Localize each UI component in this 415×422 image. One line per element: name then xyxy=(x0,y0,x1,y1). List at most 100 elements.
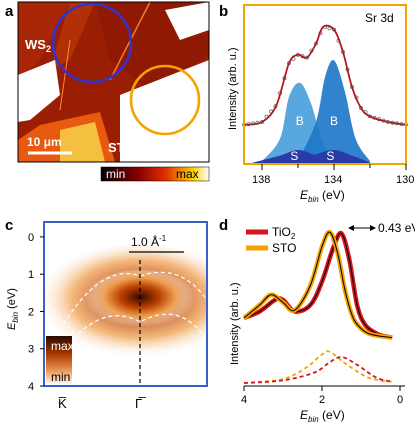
colorbar-a-max: max xyxy=(176,167,199,181)
b-data-point xyxy=(282,76,287,81)
b-ylabel: Intensity (arb. u.) xyxy=(227,47,239,130)
b-data-point xyxy=(260,120,264,124)
d-bg-sto xyxy=(243,350,393,384)
panel-a: a WS2 STO 10 μm min max xyxy=(5,1,210,182)
b-data-point xyxy=(390,120,395,125)
b-peak-s-low xyxy=(289,149,370,164)
b-data-point xyxy=(350,85,354,89)
b-data-point xyxy=(255,120,260,125)
arpes-map xyxy=(44,222,207,386)
shift-arrow-head xyxy=(348,225,354,231)
ws2-label: WS2 xyxy=(25,37,51,54)
band-dispersion xyxy=(59,313,207,356)
sto-label: STO xyxy=(108,140,135,155)
b-data-point xyxy=(278,91,282,96)
b-peak-b-low xyxy=(298,60,370,164)
c-yticks: 0 1 2 3 4 xyxy=(28,232,44,393)
b-data-point xyxy=(372,115,377,120)
shift-label: 0.43 eV xyxy=(378,221,415,235)
c-ytick-label: 3 xyxy=(28,344,34,356)
b-data-point xyxy=(381,118,386,123)
b-peak-label: S xyxy=(326,149,334,163)
panel-d: d Intensity (arb. u.) 4 2 0 Ebin (eV) TiO2… xyxy=(219,217,415,422)
d-xtick-label: 0 xyxy=(397,394,403,406)
b-data-point xyxy=(386,120,390,124)
scale-bar-label: 10 μm xyxy=(27,135,62,149)
b-peak-label: S xyxy=(290,149,298,163)
b-xlabel: Ebin (eV) xyxy=(300,188,345,204)
legend-label-sto: STO xyxy=(272,241,296,255)
band-dispersion xyxy=(59,271,207,331)
k-scale-label: 1.0 Å-1 xyxy=(131,234,167,249)
crack-line xyxy=(59,39,71,111)
b-title: Sr 3d xyxy=(365,11,394,25)
d-xticks: 4 2 0 xyxy=(241,386,403,406)
b-data-point xyxy=(354,95,359,100)
c-ytick-label: 0 xyxy=(28,232,34,244)
panel-letter-a: a xyxy=(5,3,14,20)
d-line-sto-fit xyxy=(243,231,393,338)
b-data-point xyxy=(296,52,300,57)
b-data-point xyxy=(363,110,368,115)
b-data-point xyxy=(341,50,345,54)
b-peak-label: B xyxy=(296,114,304,128)
b-data-point xyxy=(332,27,336,32)
b-data-point xyxy=(314,41,318,46)
b-xtick-label: 130 xyxy=(396,174,414,186)
sto-region-circle xyxy=(129,64,201,136)
d-xlabel: Ebin (eV) xyxy=(300,408,345,422)
panel-c-frame xyxy=(43,221,208,387)
colorbar-c-max: max xyxy=(51,339,74,353)
b-plot-area: B B S S xyxy=(242,24,408,164)
b-data-point xyxy=(327,26,332,31)
b-xtick-label: 138 xyxy=(252,174,270,186)
b-data-point xyxy=(377,117,381,122)
b-peak-label: B xyxy=(330,114,338,128)
panel-b: b Intensity (arb. u.) B B S S Sr 3d 138 134 1… xyxy=(219,3,414,204)
c-ytick-label: 2 xyxy=(28,306,34,318)
panel-letter-b: b xyxy=(219,3,228,20)
d-ylabel: Intensity (arb. u.) xyxy=(229,282,241,365)
legend-label-tio2: TiO2 xyxy=(272,225,296,241)
d-xtick-label: 2 xyxy=(319,394,325,406)
d-legend: TiO2 STO xyxy=(246,225,296,255)
shift-arrow-head xyxy=(370,225,376,231)
b-data-point xyxy=(251,121,255,126)
gamma-bar-label: Γ̅ xyxy=(135,396,146,411)
b-data-point xyxy=(246,122,251,127)
colorbar-c xyxy=(46,336,72,384)
b-data-point xyxy=(309,48,314,53)
b-data-point xyxy=(305,55,309,60)
colorbar-a xyxy=(100,166,210,182)
band-dispersion xyxy=(44,299,111,369)
b-data-point xyxy=(318,31,323,35)
c-ytick-label: 4 xyxy=(28,381,34,393)
b-data-point xyxy=(345,67,350,72)
b-data-point xyxy=(336,38,341,43)
k-bar-label: K̅ xyxy=(58,396,67,411)
ws2-region-circle xyxy=(51,2,133,84)
b-data-point xyxy=(269,109,273,114)
c-ylabel: Ebin (eV) xyxy=(6,288,20,330)
colorbar-a-min: min xyxy=(106,167,125,181)
b-data-point xyxy=(399,122,404,127)
b-xtick-label: 134 xyxy=(324,174,342,186)
d-plot-area xyxy=(242,229,393,384)
panel-letter-c: c xyxy=(5,217,13,234)
b-data-point xyxy=(323,25,327,30)
b-data-point xyxy=(291,57,296,61)
colorbar-c-min: min xyxy=(51,370,70,384)
panel-b-frame xyxy=(243,4,407,165)
panel-letter-d: d xyxy=(219,217,228,234)
b-data-point xyxy=(359,106,363,110)
panel-a-frame xyxy=(17,1,210,163)
b-data-point xyxy=(273,104,278,109)
c-ytick-label: 1 xyxy=(28,269,34,281)
b-data-point xyxy=(368,114,372,119)
panel-c: c Ebin (eV) max min 1.0 Å-1 0 1 2 3 4 K̅ Γ̅ xyxy=(5,217,208,411)
b-data-point xyxy=(287,61,291,66)
b-data-point xyxy=(264,114,269,119)
b-data-point xyxy=(300,54,305,59)
b-data-point xyxy=(395,121,399,126)
